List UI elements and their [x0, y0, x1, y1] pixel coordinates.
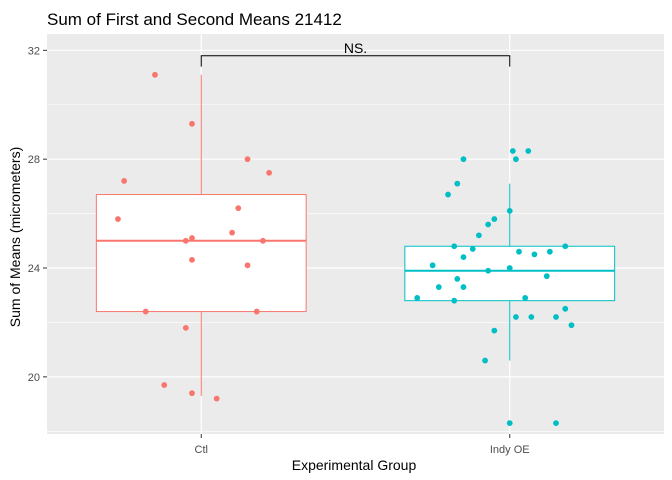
data-point	[562, 305, 569, 312]
data-point	[562, 243, 569, 250]
data-point	[460, 156, 467, 163]
chart-title: Sum of First and Second Means 21412	[47, 10, 342, 29]
data-point	[229, 229, 236, 236]
data-point	[506, 265, 513, 271]
box-iqr	[404, 245, 616, 302]
box-iqr	[95, 194, 307, 313]
data-point	[182, 324, 189, 331]
y-tick-label: 20	[28, 372, 40, 384]
significance-label: NS.	[344, 40, 367, 56]
y-tick-label: 28	[28, 154, 40, 166]
data-point	[142, 308, 149, 315]
data-point	[445, 191, 451, 198]
data-point	[266, 169, 273, 176]
y-axis: 20 24 28 32	[28, 45, 47, 384]
data-point	[485, 221, 492, 228]
data-point	[182, 237, 189, 244]
data-point	[244, 262, 251, 269]
data-point	[189, 120, 195, 127]
x-tick-label: Indy OE	[490, 444, 530, 456]
box-layer	[95, 74, 616, 396]
data-point	[414, 295, 421, 301]
data-point	[516, 248, 522, 255]
data-point	[482, 357, 488, 364]
data-point	[189, 235, 195, 241]
data-point	[509, 148, 516, 154]
data-point	[460, 284, 467, 290]
data-point	[460, 254, 467, 261]
data-point	[531, 251, 538, 258]
significance-bracket: NS.	[200, 40, 511, 67]
data-point	[451, 243, 458, 250]
data-point	[522, 295, 529, 301]
data-point	[253, 308, 260, 315]
x-axis-title: Experimental Group	[292, 457, 417, 473]
y-axis-title: Sum of Means (micrometers)	[7, 147, 23, 327]
data-point	[115, 216, 121, 222]
data-point	[451, 297, 458, 304]
data-point	[435, 284, 442, 290]
data-point	[553, 314, 559, 320]
data-point	[546, 248, 553, 255]
significance-bracket-line	[200, 55, 511, 67]
data-point	[429, 262, 436, 269]
data-point	[485, 267, 492, 274]
data-point	[476, 232, 482, 239]
x-axis: Ctl Indy OE	[195, 434, 530, 456]
data-point	[543, 273, 550, 280]
data-point	[260, 237, 266, 244]
data-point	[506, 420, 513, 427]
data-point	[513, 156, 519, 163]
data-point	[568, 322, 575, 329]
data-point	[553, 420, 559, 427]
y-tick-label: 32	[28, 45, 40, 57]
data-point	[189, 256, 195, 263]
data-point	[454, 180, 461, 187]
y-tick-label: 24	[28, 263, 40, 275]
data-point	[454, 275, 461, 282]
data-point	[513, 314, 519, 320]
point-layer	[115, 71, 575, 427]
data-point	[189, 390, 195, 397]
data-point	[213, 395, 220, 402]
data-point	[506, 207, 513, 214]
data-point	[491, 216, 498, 222]
data-point	[528, 314, 535, 320]
data-point	[525, 148, 532, 154]
x-tick-label: Ctl	[195, 444, 208, 456]
data-point	[161, 382, 168, 388]
data-point	[152, 71, 158, 78]
data-point	[121, 178, 128, 184]
data-point	[469, 246, 476, 252]
data-point	[244, 156, 251, 163]
data-point	[491, 327, 498, 334]
data-point	[235, 205, 242, 212]
